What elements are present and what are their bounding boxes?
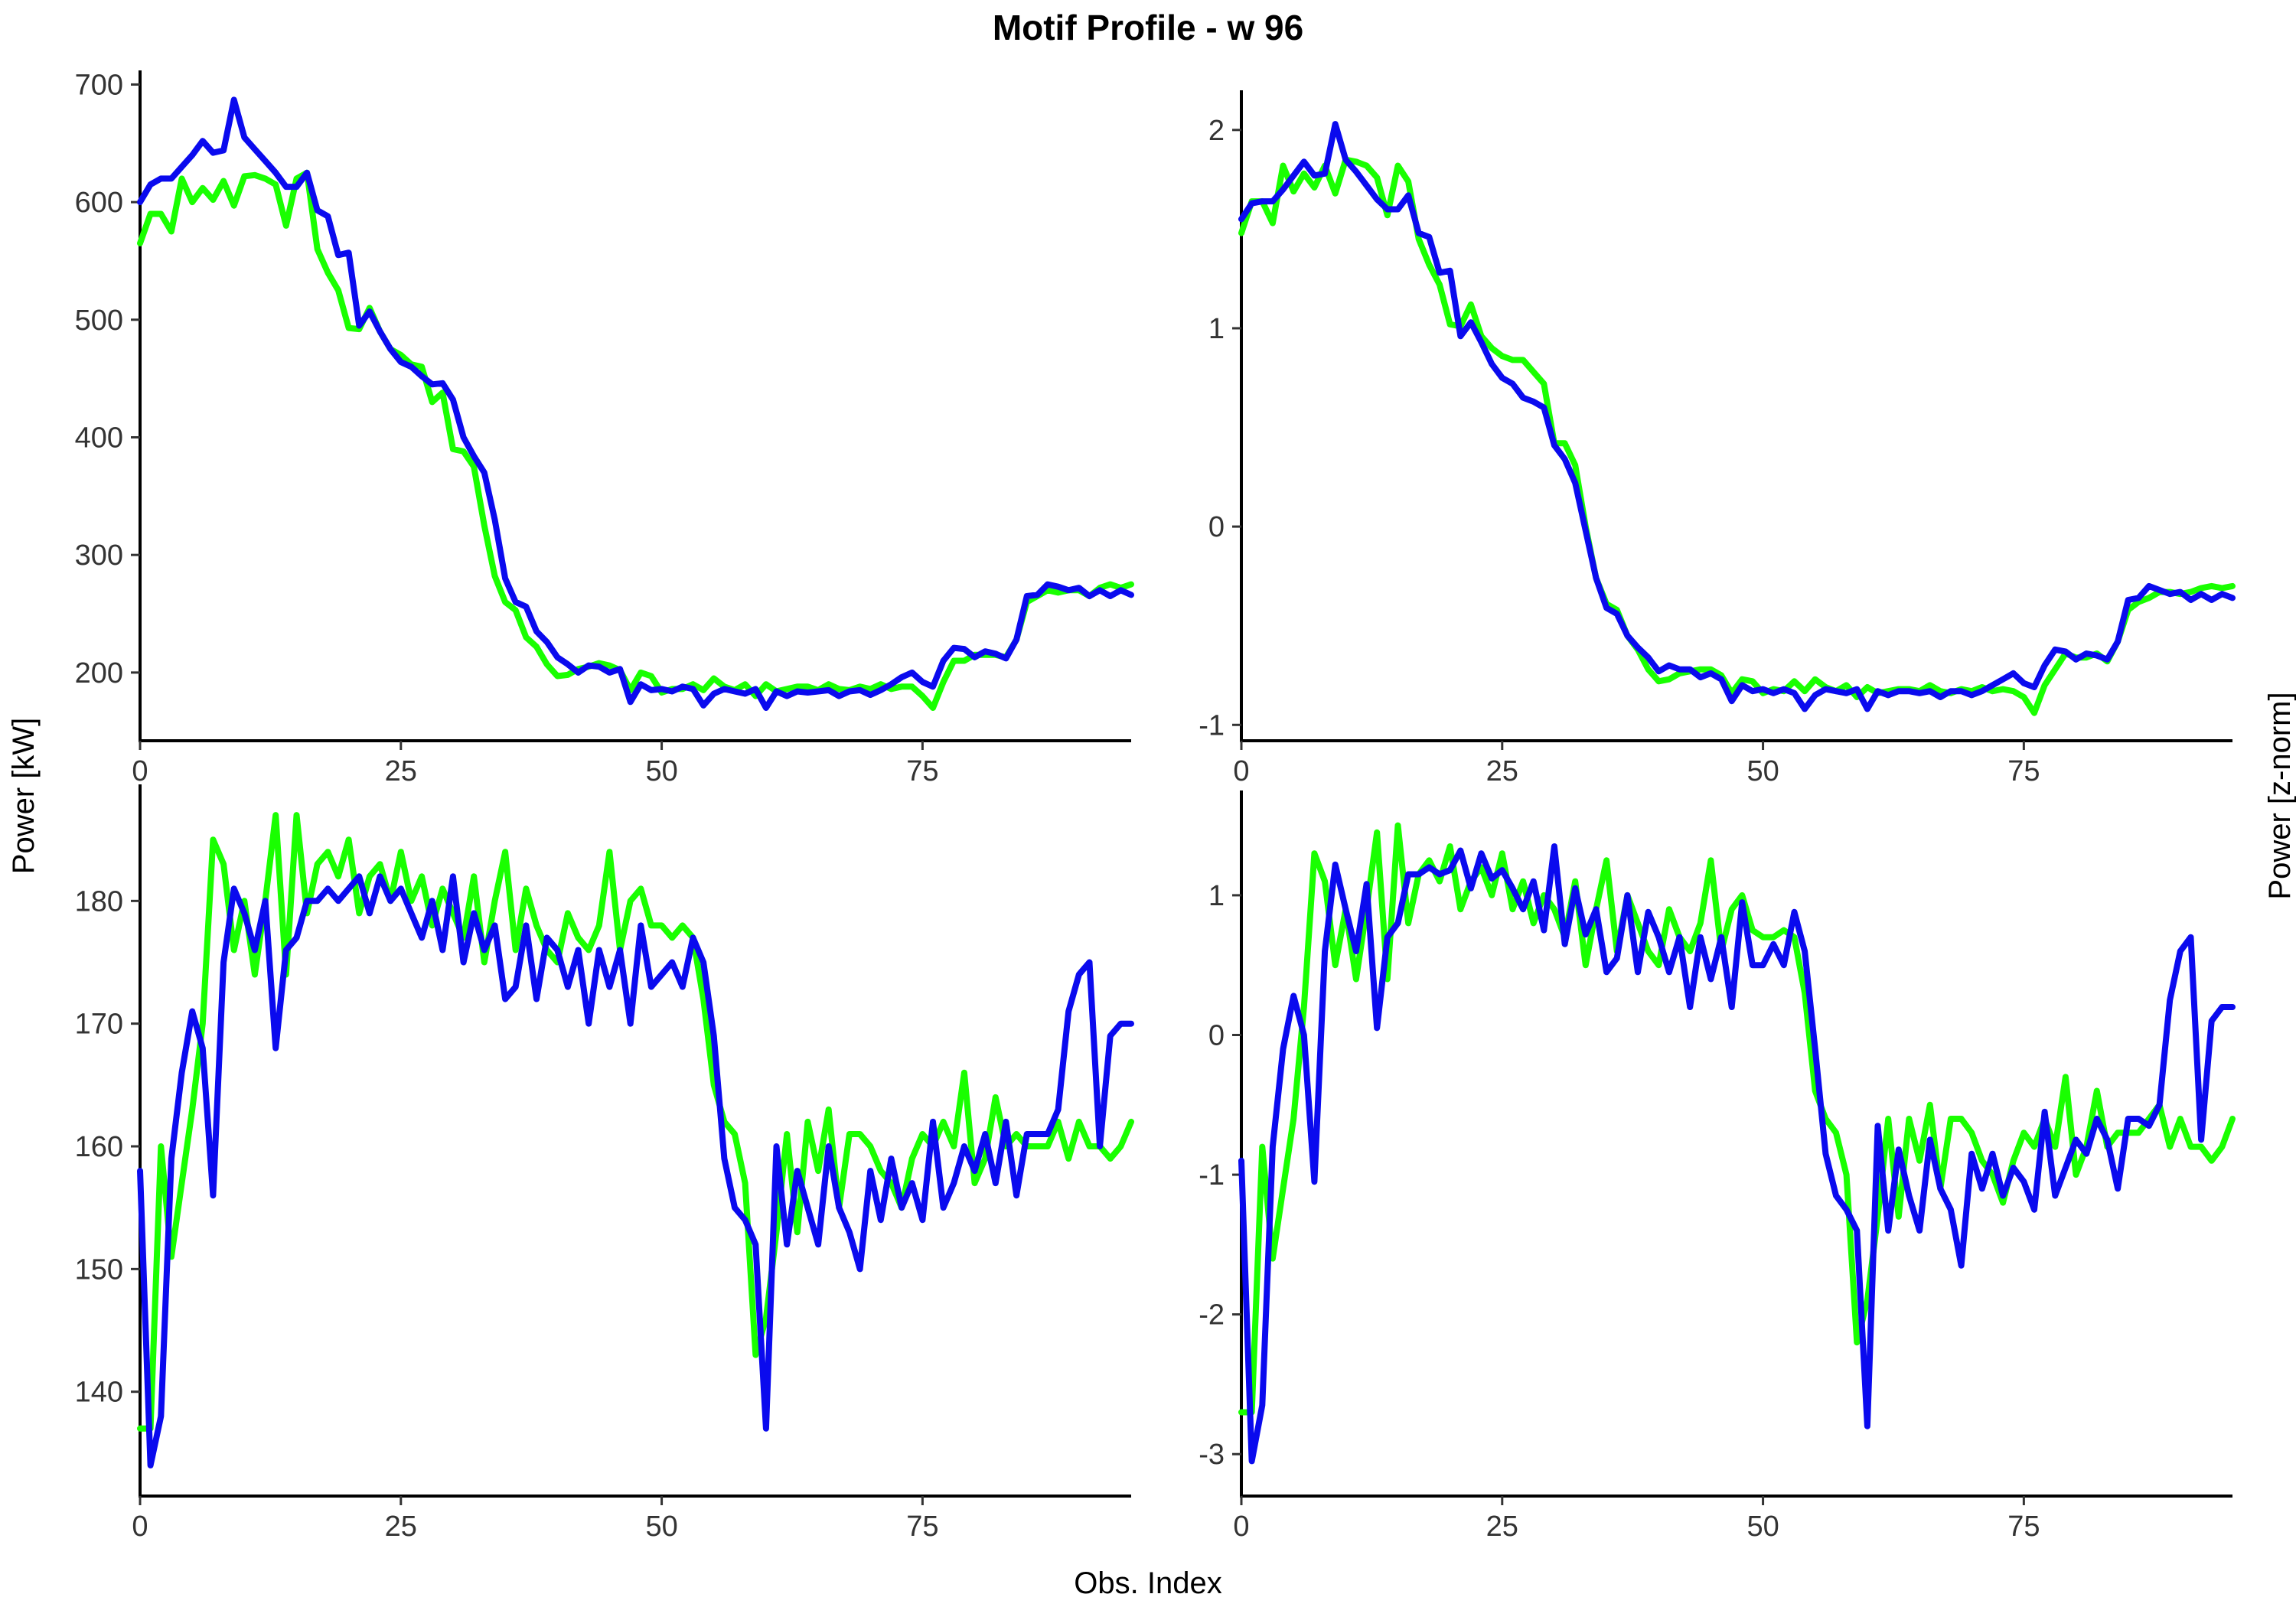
panel-bottom-right: -3 -2 -1 0 1 0 25 50 75 bbox=[1199, 790, 2236, 1543]
y-tick-label: 600 bbox=[75, 187, 123, 219]
series-line-green bbox=[1238, 822, 2236, 1416]
y-tick-label: -1 bbox=[1199, 1159, 1225, 1191]
y-tick-label: 0 bbox=[1208, 1020, 1225, 1052]
y-tick-label: 1 bbox=[1208, 313, 1225, 345]
x-tick-label: 75 bbox=[906, 1511, 938, 1543]
x-tick-label: 75 bbox=[2007, 1511, 2040, 1543]
series-line-blue bbox=[1238, 843, 2236, 1465]
y-tick-label: 300 bbox=[75, 539, 123, 572]
x-tick-label: 0 bbox=[1233, 1511, 1249, 1543]
y-axis-label-left: Power [kW] bbox=[7, 718, 41, 874]
series-line-blue bbox=[1238, 121, 2236, 712]
figure-title: Motif Profile - w 96 bbox=[993, 8, 1303, 47]
y-tick-label: 140 bbox=[75, 1377, 123, 1409]
x-tick-label: 50 bbox=[645, 755, 677, 787]
y-tick-label: 150 bbox=[75, 1253, 123, 1286]
y-tick-label: 2 bbox=[1208, 115, 1225, 147]
panel-bottom-left: 140 150 160 170 180 0 25 50 75 bbox=[75, 784, 1134, 1543]
series-line-blue bbox=[137, 873, 1134, 1468]
y-tick-label: 400 bbox=[75, 422, 123, 454]
y-tick-label: -1 bbox=[1199, 709, 1225, 742]
y-tick-label: 200 bbox=[75, 657, 123, 689]
x-tick-label: 0 bbox=[1233, 755, 1249, 787]
series-line-blue bbox=[137, 96, 1134, 711]
y-axis-label-right: Power [z-norm] bbox=[2263, 692, 2296, 899]
x-tick-label: 50 bbox=[645, 1511, 677, 1543]
x-tick-label: 75 bbox=[906, 755, 938, 787]
series-line-green bbox=[1238, 156, 2236, 716]
y-tick-label: -3 bbox=[1199, 1439, 1225, 1471]
y-tick-label: 160 bbox=[75, 1131, 123, 1163]
x-tick-label: 25 bbox=[385, 755, 417, 787]
x-tick-label: 50 bbox=[1746, 1511, 1779, 1543]
x-tick-label: 50 bbox=[1746, 755, 1779, 787]
y-tick-label: 170 bbox=[75, 1009, 123, 1041]
series-line-green bbox=[137, 169, 1134, 711]
x-tick-label: 25 bbox=[1486, 755, 1518, 787]
x-tick-label: 0 bbox=[132, 1511, 148, 1543]
y-tick-label: 180 bbox=[75, 885, 123, 918]
y-tick-label: 700 bbox=[75, 69, 123, 101]
x-tick-label: 0 bbox=[132, 755, 148, 787]
y-tick-label: 0 bbox=[1208, 511, 1225, 543]
series-line-green bbox=[137, 812, 1134, 1432]
panel-top-left: 200 300 400 500 600 700 0 25 50 75 bbox=[75, 69, 1134, 787]
y-tick-label: 500 bbox=[75, 305, 123, 337]
x-tick-label: 75 bbox=[2007, 755, 2040, 787]
y-tick-label: 1 bbox=[1208, 880, 1225, 912]
x-axis-label: Obs. Index bbox=[1074, 1566, 1221, 1600]
x-tick-label: 25 bbox=[1486, 1511, 1518, 1543]
x-tick-label: 25 bbox=[385, 1511, 417, 1543]
y-tick-label: -2 bbox=[1199, 1299, 1225, 1332]
